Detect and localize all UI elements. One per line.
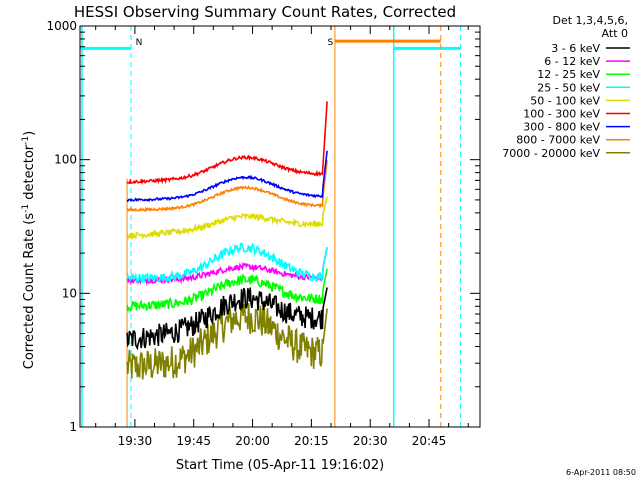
x-tick-label: 19:30: [118, 434, 153, 448]
legend-label: 100 - 300 keV: [523, 108, 600, 121]
axes-layer: 19:30 19:45 20:00 20:15 20:30 20:45 1 10 100 1000: [46, 19, 481, 448]
legend-header-line1: Det 1,3,4,5,6,: [552, 14, 628, 27]
series-line-6: [126, 150, 328, 203]
timestamp: 6-Apr-2011 08:50: [566, 468, 636, 477]
y-axis-label: Corrected Count Rate (s-1 detector-1): [21, 131, 37, 369]
x-tick-label: 20:45: [412, 434, 447, 448]
svg-text:Corrected Count Rate (s-1 dete: Corrected Count Rate (s-1 detector-1): [21, 131, 37, 369]
y-tick-label: 1000: [46, 19, 77, 33]
series-line-2: [126, 268, 328, 313]
legend-label: 7000 - 20000 keV: [502, 147, 600, 160]
x-tick-label: 19:45: [176, 434, 211, 448]
series-line-7: [126, 160, 328, 212]
legend-label: 25 - 50 keV: [537, 81, 600, 94]
legend-label: 300 - 800 keV: [523, 121, 600, 134]
x-tick-label: 20:00: [235, 434, 270, 448]
series-line-3: [126, 242, 328, 284]
legend-label: 6 - 12 keV: [544, 55, 600, 68]
y-tick-label: 100: [54, 153, 77, 167]
y-tick-label: 10: [62, 286, 77, 300]
chart-title: HESSI Observing Summary Count Rates, Cor…: [74, 3, 456, 21]
legend-label: 12 - 25 keV: [537, 68, 600, 81]
legend-label: 50 - 100 keV: [530, 94, 600, 107]
flag-label-s: S: [327, 38, 333, 48]
legend-label: 3 - 6 keV: [551, 42, 600, 55]
x-axis-label: Start Time (05-Apr-11 19:16:02): [176, 458, 384, 473]
flag-label-n: N: [136, 38, 143, 48]
legend-header-line2: Att 0: [602, 27, 628, 40]
legend-label: 800 - 7000 keV: [516, 134, 600, 147]
series-line-5: [126, 101, 328, 186]
y-tick-label: 1: [69, 420, 77, 434]
x-tick-label: 20:30: [353, 434, 388, 448]
x-tick-label: 20:15: [294, 434, 329, 448]
series-line-0: [126, 287, 328, 351]
series-line-8: [126, 300, 328, 380]
series-line-4: [126, 196, 328, 241]
plot-frame: [79, 25, 481, 428]
